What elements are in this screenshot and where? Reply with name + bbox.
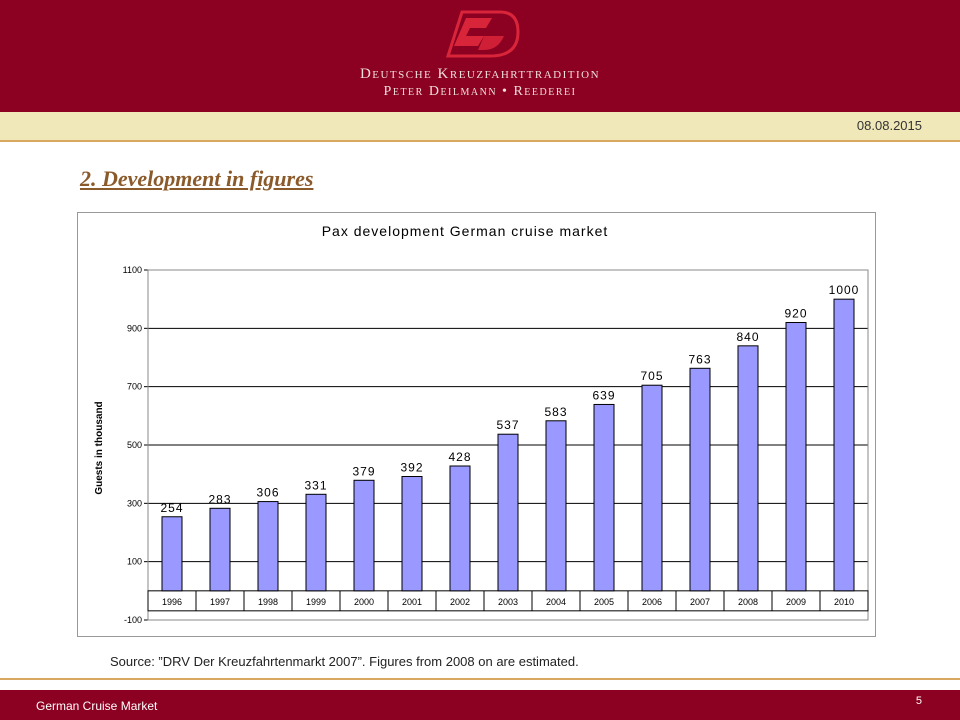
bar [353,479,375,592]
data-label: 331 [304,478,327,492]
x-tick-label: 2005 [594,597,614,607]
bar [593,403,615,592]
y-tick-label: 500 [127,440,142,450]
bar [305,493,327,592]
date-label: 08.08.2015 [856,118,922,133]
y-tick-label: 1100 [123,265,142,275]
bar [401,476,423,592]
data-label: 920 [784,307,807,321]
y-tick-label: -100 [124,615,142,625]
company-logo-icon [445,10,520,58]
bar [833,298,855,592]
x-tick-label: 2002 [450,597,470,607]
chart-container: Pax development German cruise market Gue… [77,212,876,637]
y-tick-label: 900 [127,323,142,333]
data-label: 306 [256,486,279,500]
x-tick-label: 1998 [258,597,278,607]
y-axis-label: Guests in thousand [94,401,105,494]
brand-line-1: Deutsche Kreuzfahrttradition [359,66,601,82]
y-tick-label: 100 [127,557,142,567]
bar-chart: Pax development German cruise market Gue… [94,223,869,625]
bar [545,420,567,592]
page-number: 5 [915,695,922,707]
x-tick-label: 2000 [354,597,374,607]
data-label: 840 [736,330,759,344]
plot-frame [147,269,869,621]
data-label: 392 [400,461,423,475]
footer-text: German Cruise Market [36,699,158,713]
bar [257,501,279,592]
bar [161,516,183,592]
x-tick-label: 2004 [546,597,566,607]
bar [209,507,231,592]
y-tick-label: 300 [127,498,142,508]
bar [449,465,471,592]
data-label: 705 [640,369,663,383]
x-tick-label: 2006 [642,597,662,607]
data-label: 639 [592,388,615,402]
x-tick-label: 1997 [210,597,230,607]
data-label: 283 [208,492,231,506]
data-label: 379 [352,464,375,478]
bar [497,433,519,592]
data-label: 254 [160,501,183,515]
x-tick-label: 2009 [786,597,806,607]
footer-bar: German Cruise Market 5 [0,690,960,720]
data-label: 583 [544,405,567,419]
data-label: 763 [688,352,711,366]
x-tick-label: 1999 [306,597,326,607]
slide-title: 2. Development in figures [80,166,314,191]
bar [641,384,663,592]
footer-divider [0,678,960,680]
x-tick-label: 2007 [690,597,710,607]
bar [737,345,759,592]
date-bar: 08.08.2015 [0,112,960,142]
data-label: 537 [496,418,519,432]
data-label: 428 [448,450,471,464]
x-tick-label: 2003 [498,597,518,607]
brand-line-2: Peter Deilmann • Reederei [383,84,577,99]
bar [689,367,711,592]
x-tick-label: 2001 [402,597,422,607]
header-banner: Deutsche Kreuzfahrttradition Peter Deilm… [0,0,960,112]
source-note: Source: ”DRV Der Kreuzfahrtenmarkt 2007”… [110,654,579,669]
x-tick-label: 1996 [162,597,182,607]
data-label: 1000 [829,283,860,297]
y-tick-label: 700 [127,382,142,392]
chart-title: Pax development German cruise market [322,223,609,239]
bar [785,322,807,592]
x-tick-label: 2010 [834,597,854,607]
x-tick-label: 2008 [738,597,758,607]
